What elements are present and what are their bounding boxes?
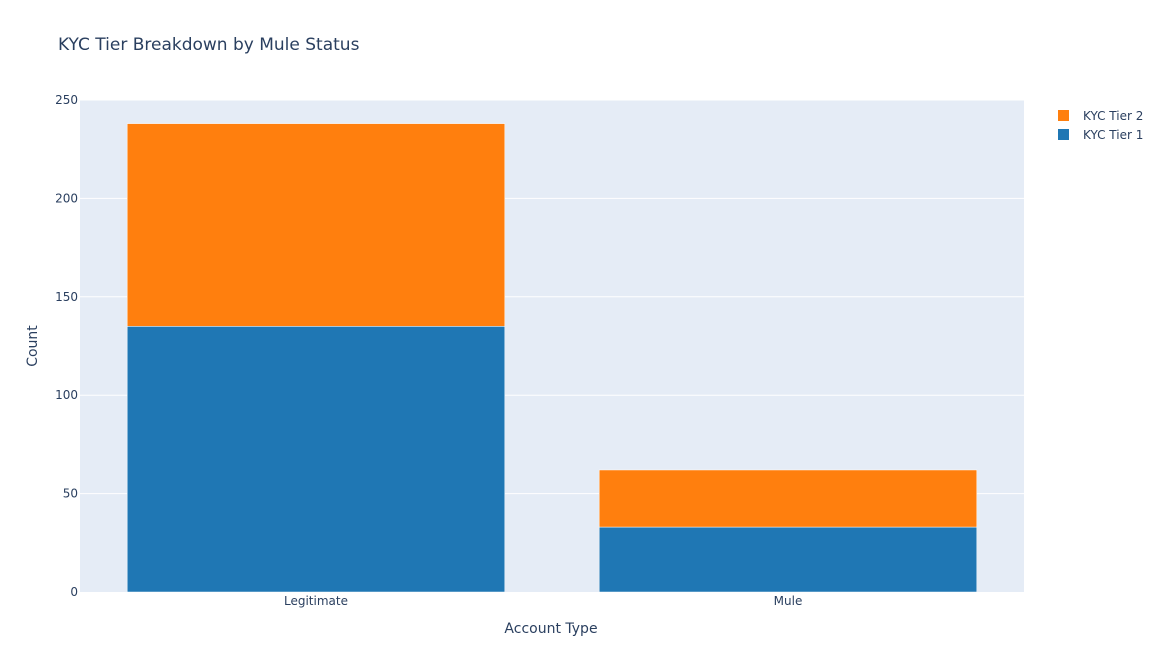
bar-mule-kyc-tier-2[interactable] — [598, 469, 978, 528]
x-tick-label: Mule — [774, 594, 803, 608]
bar-legitimate-kyc-tier-2[interactable] — [126, 123, 506, 327]
legend-label: KYC Tier 2 — [1083, 109, 1143, 123]
y-tick-label: 0 — [70, 585, 78, 599]
x-axis-title: Account Type — [504, 621, 597, 637]
legend-item-kyc-tier-2[interactable]: KYC Tier 2 — [1058, 109, 1143, 123]
y-tick-label: 250 — [55, 93, 78, 107]
y-tick-label: 100 — [55, 388, 78, 402]
legend-item-kyc-tier-1[interactable]: KYC Tier 1 — [1058, 128, 1143, 142]
y-tick-label: 200 — [55, 191, 78, 205]
legend-swatch — [1058, 129, 1069, 140]
bar-mule-kyc-tier-1[interactable] — [598, 526, 978, 593]
x-axis-ticks: Legitimate Mule — [284, 594, 802, 608]
bar-legitimate-kyc-tier-1[interactable] — [126, 326, 506, 593]
y-tick-label: 50 — [63, 487, 78, 501]
bars — [126, 123, 978, 593]
legend: KYC Tier 2 KYC Tier 1 — [1058, 109, 1143, 142]
legend-swatch — [1058, 110, 1069, 121]
y-axis-title: Count — [25, 325, 41, 367]
legend-label: KYC Tier 1 — [1083, 128, 1143, 142]
x-tick-label: Legitimate — [284, 594, 348, 608]
chart-title: KYC Tier Breakdown by Mule Status — [58, 35, 360, 55]
y-tick-label: 150 — [55, 290, 78, 304]
y-axis-ticks: 0 50 100 150 200 250 — [55, 93, 78, 599]
